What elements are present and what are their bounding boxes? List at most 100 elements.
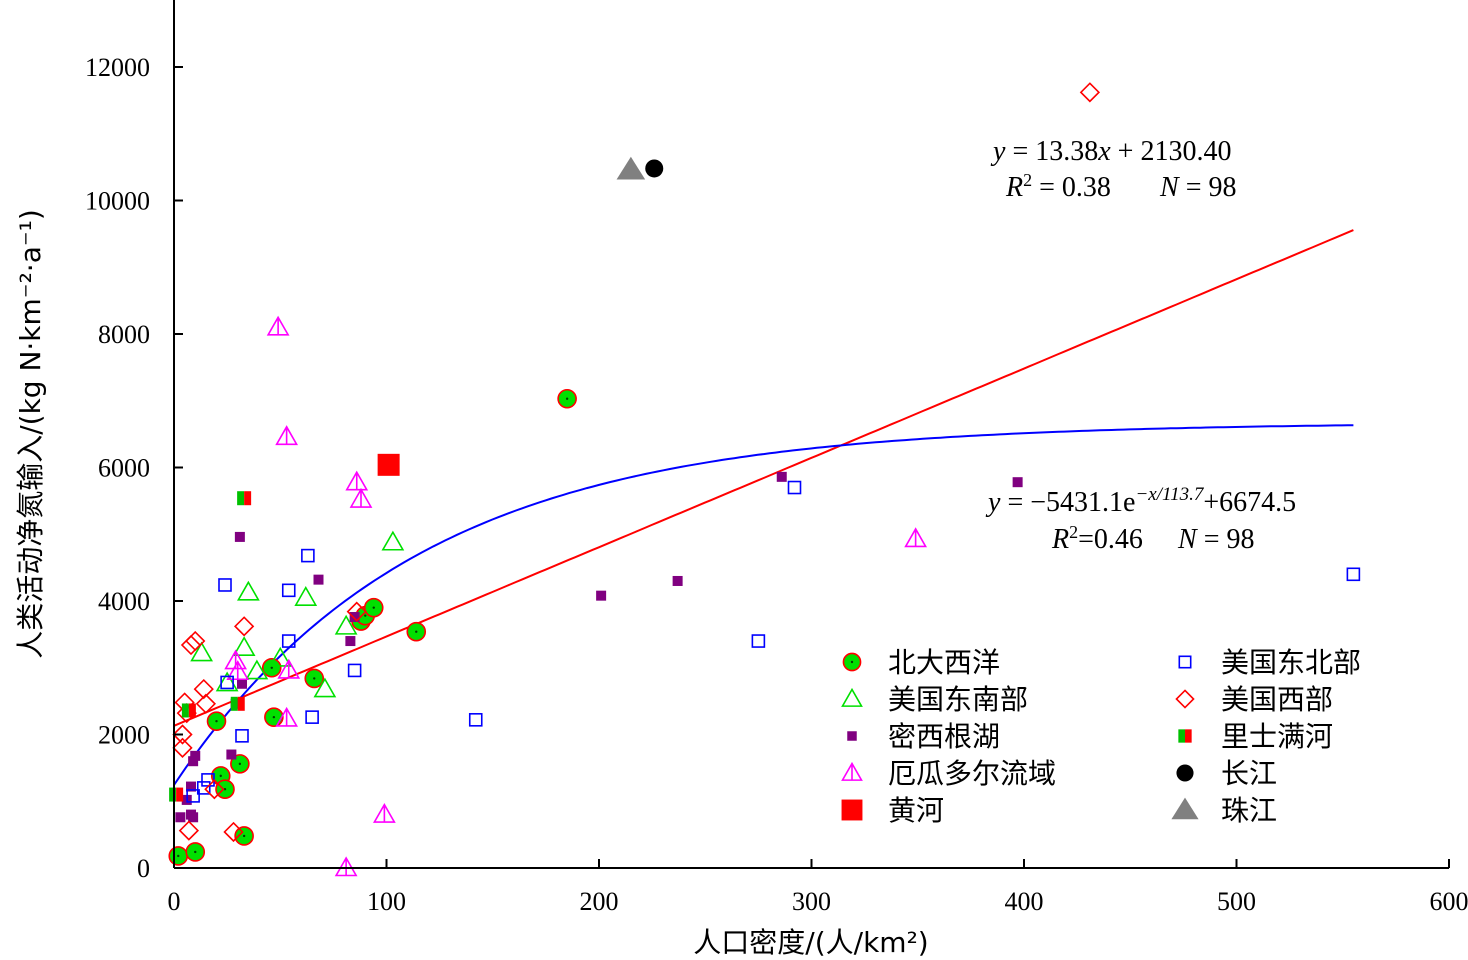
data-point (904, 527, 928, 548)
legend-item: 密西根湖 (847, 720, 1000, 753)
data-point (349, 612, 360, 623)
data-point (172, 724, 193, 745)
data-points (168, 82, 1361, 877)
series-6 (172, 82, 1101, 843)
data-point (345, 470, 369, 491)
series-3 (224, 315, 928, 877)
exponential-fit-equation: y = −5431.1e−x/113.7+6674.5 (985, 484, 1296, 518)
data-point (645, 159, 664, 178)
data-point (193, 678, 214, 700)
series-0 (168, 388, 577, 866)
data-point (1079, 82, 1101, 103)
legend-marker (1178, 655, 1192, 669)
data-point-dot (313, 677, 316, 680)
y-ticks: 0 2000 4000 6000 8000 10000 12000 (85, 53, 183, 883)
data-point (245, 659, 269, 680)
data-point (204, 779, 225, 800)
data-point (334, 614, 358, 635)
data-point (275, 425, 299, 446)
legend-marker (1176, 764, 1194, 782)
data-point (377, 453, 400, 476)
data-point-dot (219, 774, 222, 778)
data-point-dot (177, 854, 180, 858)
data-point (220, 675, 234, 690)
legend-item: 美国东北部 (1178, 646, 1361, 679)
data-point (672, 575, 683, 586)
data-point (277, 658, 301, 679)
data-point (188, 812, 199, 823)
data-point (313, 574, 324, 585)
data-point (226, 660, 250, 681)
data-point (175, 812, 186, 823)
legend-label: 美国西部 (1221, 683, 1333, 716)
data-point (346, 601, 367, 622)
data-point (345, 636, 356, 647)
x-tick-label: 100 (367, 887, 406, 916)
legend-label: 珠江 (1221, 794, 1277, 827)
data-point-dot (372, 606, 375, 609)
data-point-half (237, 696, 245, 711)
legend-item: 长江 (1176, 757, 1277, 790)
data-point (616, 156, 646, 180)
exponential-fit-stats: R2=0.46 N = 98 (1051, 522, 1254, 555)
data-point (372, 802, 396, 823)
data-point (468, 713, 483, 727)
data-point (181, 703, 189, 718)
data-point (776, 471, 787, 482)
x-tick-label: 0 (168, 887, 181, 916)
data-point-half (188, 703, 196, 718)
legend-item: 里士满河 (1178, 720, 1333, 753)
data-point (1012, 477, 1023, 488)
x-tick-label: 400 (1005, 887, 1044, 916)
data-point-half (244, 491, 252, 506)
y-tick-label: 4000 (98, 587, 150, 616)
data-point (275, 706, 299, 727)
series-5 (186, 480, 1361, 803)
data-point (196, 781, 211, 795)
data-point (347, 663, 362, 678)
data-point (169, 787, 177, 802)
data-point (334, 856, 358, 877)
linear-fit-equation: y = 13.38x + 2130.40 (990, 136, 1231, 167)
data-point (266, 315, 290, 336)
data-point (190, 750, 201, 761)
x-tick-label: 300 (792, 887, 831, 916)
legend-label: 厄瓜多尔流域 (888, 757, 1056, 790)
data-point (305, 710, 319, 724)
data-point (223, 821, 244, 843)
data-point (226, 749, 237, 760)
series-8 (645, 159, 664, 178)
legend-item: 美国西部 (1175, 683, 1333, 716)
data-point (215, 671, 239, 692)
data-point (172, 737, 193, 758)
data-point-dot (194, 850, 197, 854)
series-4 (377, 453, 400, 476)
data-point-dot (364, 614, 367, 617)
data-point (301, 548, 315, 563)
legend-marker (841, 799, 863, 821)
data-point (230, 696, 238, 711)
legend-item: 黄河 (841, 794, 944, 827)
data-point (188, 756, 199, 767)
data-point (185, 630, 206, 652)
legend-item: 美国东南部 (841, 683, 1028, 716)
legend-item: 珠江 (1171, 794, 1277, 827)
legend-label: 美国东南部 (888, 683, 1028, 716)
data-point (787, 480, 802, 495)
y-tick-label: 2000 (98, 721, 150, 750)
legend-item: 厄瓜多尔流域 (841, 757, 1056, 790)
y-axis-label: 人类活动净氮输入/(kg N·km⁻²·a⁻¹) (14, 209, 47, 659)
exponential-fit-line (173, 424, 1354, 786)
legend-label: 密西根湖 (888, 720, 1000, 753)
data-point-dot (565, 397, 569, 400)
data-point (237, 678, 247, 689)
data-point (751, 634, 766, 648)
data-point-half (176, 787, 184, 802)
data-point (281, 634, 296, 648)
x-tick-label: 200 (580, 887, 619, 916)
legend-item: 北大西洋 (842, 646, 1000, 679)
fit-curves (173, 229, 1354, 786)
data-point (313, 677, 337, 698)
data-point (186, 781, 196, 792)
